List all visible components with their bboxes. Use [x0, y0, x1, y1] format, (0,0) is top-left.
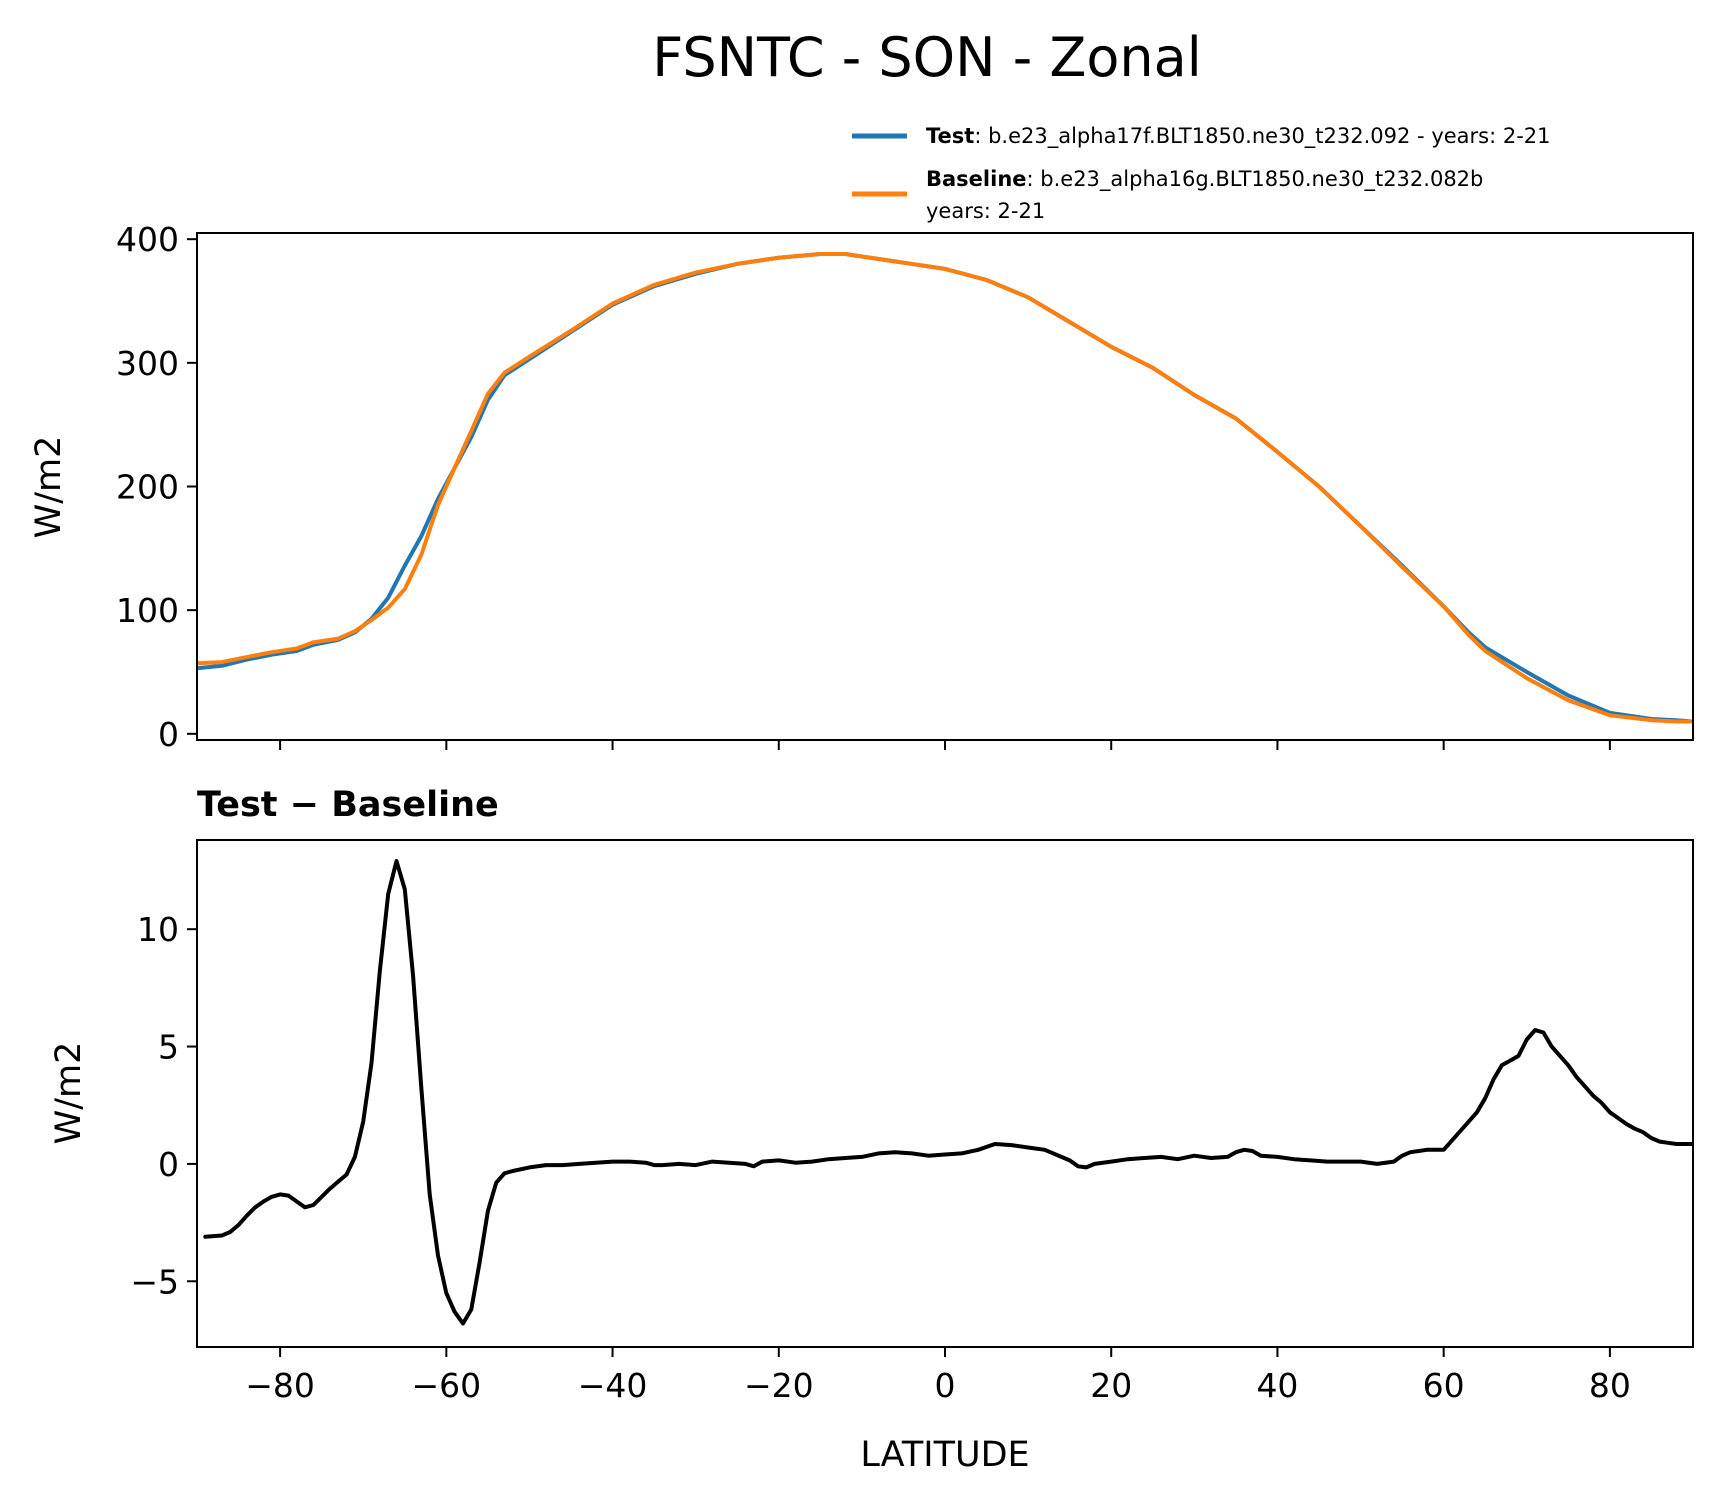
top-y-axis: 0 100 200 300 400: [116, 220, 197, 754]
legend-test-label: Test: b.e23_alpha17f.BLT1850.ne30_t232.0…: [926, 124, 1551, 149]
legend-baseline-label-line2: years: 2-21: [926, 199, 1045, 223]
bottom-y-axis: −5 0 5 10: [130, 910, 197, 1301]
x-tick-label: 0: [935, 1366, 956, 1405]
y-tick-label: 0: [158, 715, 179, 754]
bottom-plot-lines: [203, 859, 1693, 1326]
series-line-test-baseline: [203, 859, 1693, 1326]
x-tick-label: −80: [245, 1366, 315, 1405]
top-plot-lines: [197, 252, 1693, 724]
x-tick-label: 80: [1589, 1366, 1631, 1405]
bottom-panel-title: Test − Baseline: [197, 785, 499, 825]
legend-test-name: Test: [926, 124, 974, 148]
legend-baseline-text: : b.e23_alpha16g.BLT1850.ne30_t232.082b: [1027, 167, 1484, 192]
legend: Test: b.e23_alpha17f.BLT1850.ne30_t232.0…: [852, 124, 1551, 223]
legend-baseline-label: Baseline: b.e23_alpha16g.BLT1850.ne30_t2…: [926, 167, 1483, 192]
x-tick-label: 20: [1090, 1366, 1132, 1405]
top-panel: 0 100 200 300 400 W/m2 Test: b.e23_alpha17f.…: [29, 124, 1694, 754]
x-tick-label: −20: [744, 1366, 814, 1405]
x-axis-label: LATITUDE: [860, 1435, 1029, 1475]
x-tick-label: 40: [1256, 1366, 1298, 1405]
y-tick-label: 300: [116, 344, 179, 383]
x-tick-label: −40: [578, 1366, 648, 1405]
bottom-y-axis-label: W/m2: [49, 1042, 89, 1145]
bottom-panel: Test − Baseline −5 0 5 10 −80 −60 −40 −20 0 20 40…: [49, 785, 1694, 1475]
y-tick-label: 400: [116, 220, 179, 259]
legend-test-text: : b.e23_alpha17f.BLT1850.ne30_t232.092 -…: [974, 124, 1550, 149]
y-tick-label: −5: [130, 1262, 179, 1301]
x-tick-label: 60: [1423, 1366, 1465, 1405]
y-tick-label: 200: [116, 468, 179, 507]
figure-title: FSNTC - SON - Zonal: [652, 26, 1201, 89]
top-y-axis-label: W/m2: [29, 436, 69, 539]
y-tick-label: 0: [158, 1145, 179, 1184]
x-tick-label: −60: [412, 1366, 482, 1405]
legend-baseline-name: Baseline: [926, 167, 1027, 191]
y-tick-label: 5: [158, 1028, 179, 1067]
series-line-baseline: [197, 252, 1693, 724]
top-x-axis: [279, 740, 1611, 750]
y-tick-label: 100: [116, 591, 179, 630]
y-tick-label: 10: [137, 910, 179, 949]
bottom-x-axis: −80 −60 −40 −20 0 20 40 60 80: [245, 1347, 1631, 1405]
